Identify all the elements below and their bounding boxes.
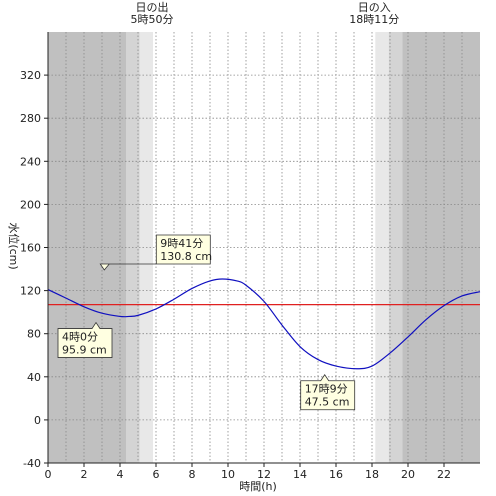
x-tick-label: 12 xyxy=(257,468,271,481)
sunset-time: 18時11分 xyxy=(349,13,399,26)
y-tick-label: 40 xyxy=(27,371,41,384)
annotation-box xyxy=(57,321,113,358)
y-tick-label: 80 xyxy=(27,328,41,341)
x-tick-label: 18 xyxy=(365,468,379,481)
x-tick-label: 20 xyxy=(401,468,415,481)
y-tick-label: 120 xyxy=(20,285,41,298)
x-tick-label: 8 xyxy=(189,468,196,481)
x-axis-title: 時間(h) xyxy=(239,480,277,493)
x-tick-label: 4 xyxy=(117,468,124,481)
daylight-bands xyxy=(48,32,480,463)
annotation-box xyxy=(99,234,211,271)
annotation-value: 47.5 cm xyxy=(305,396,350,409)
tick-labels: 0 2 4 6 8 10 12 14 16 18 20 22 -40 0 40 80 120 160 200 240 2… xyxy=(20,69,451,481)
x-tick-label: 2 xyxy=(81,468,88,481)
y-tick-label: 240 xyxy=(20,155,41,168)
y-tick-label: 160 xyxy=(20,242,41,255)
annotation-value: 95.9 cm xyxy=(62,344,107,357)
annotation-value: 130.8 cm xyxy=(160,250,212,263)
sunrise-title: 日の出 xyxy=(135,0,168,14)
annotation-time: 17時9分 xyxy=(305,383,348,396)
sunrise-time: 5時50分 xyxy=(130,13,173,26)
series-group xyxy=(47,278,481,370)
annotation-box xyxy=(300,373,356,411)
tide-line xyxy=(47,278,481,370)
y-tick-label: 280 xyxy=(20,112,41,125)
y-tick-label: 0 xyxy=(34,414,41,427)
sunset-title: 日の入 xyxy=(358,1,391,14)
annotation-time: 9時41分 xyxy=(160,237,203,250)
twilight-band-evening-light xyxy=(375,32,389,463)
y-tick-label: 200 xyxy=(20,198,41,211)
x-tick-label: 16 xyxy=(329,468,343,481)
x-tick-label: 6 xyxy=(153,468,160,481)
x-tick-label: 10 xyxy=(221,468,235,481)
x-tick-label: 22 xyxy=(437,468,451,481)
y-axis-title: 水位(cm) xyxy=(7,222,21,269)
y-tick-label: -40 xyxy=(23,457,41,470)
x-tick-label: 0 xyxy=(45,468,52,481)
annotation-time: 4時0分 xyxy=(62,331,98,344)
x-tick-label: 14 xyxy=(293,468,307,481)
y-tick-label: 320 xyxy=(20,69,41,82)
